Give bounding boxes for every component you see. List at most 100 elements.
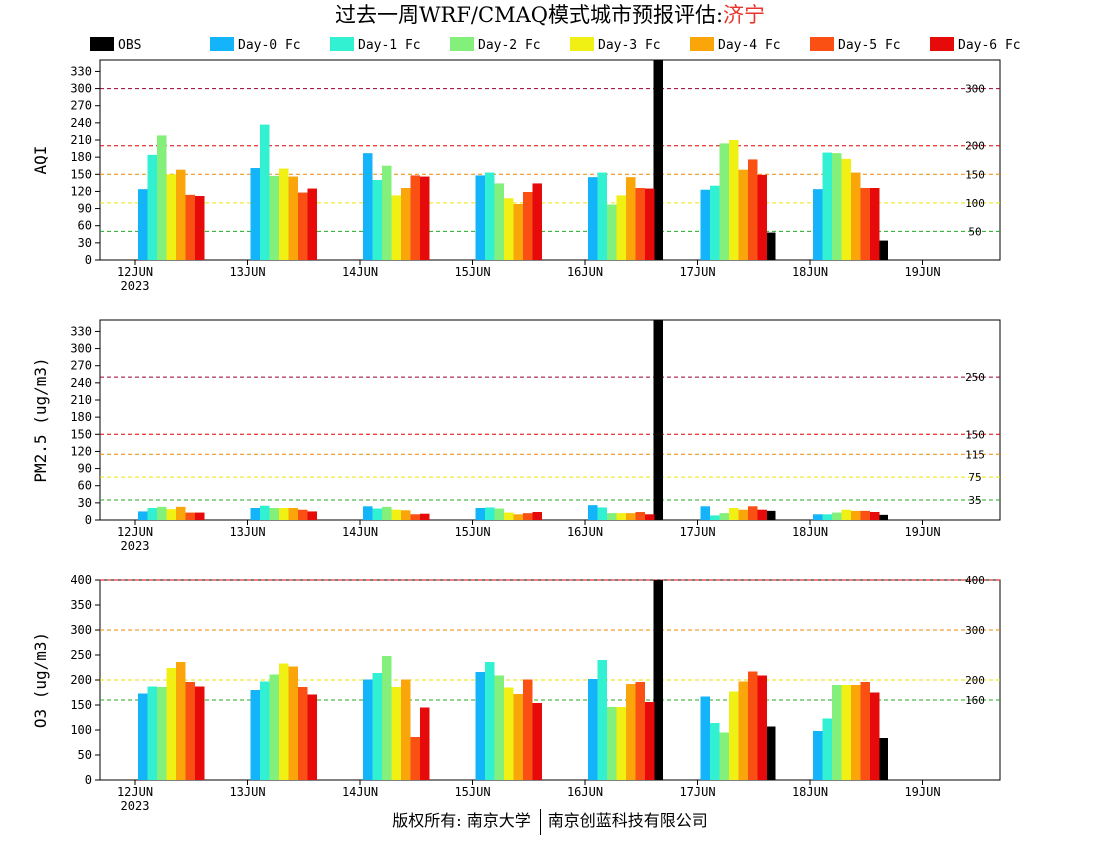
- o3-bar-day-1-fc: [372, 673, 382, 780]
- aqi-bar-day-2-fc: [607, 204, 617, 260]
- pm25-bar-day-2-fc: [719, 513, 729, 520]
- aqi-y-tick-label: 270: [70, 99, 92, 113]
- legend-item-day-0-fc: Day-0 Fc: [210, 37, 301, 53]
- o3-bar-day-4-fc: [176, 662, 186, 780]
- o3-bar-obs: [878, 738, 888, 780]
- pm25-bar-day-0-fc: [588, 505, 598, 520]
- legend-swatch: [570, 37, 594, 51]
- o3-x-tick-label: 15JUN: [454, 785, 490, 799]
- aqi-y-tick-label: 120: [70, 184, 92, 198]
- pm25-bar-day-5-fc: [860, 510, 870, 520]
- pm25-bar-obs: [653, 320, 663, 520]
- aqi-bar-day-2-fc: [832, 153, 842, 260]
- o3-y-tick-label: 400: [70, 573, 92, 587]
- pm25-y-tick-label: 90: [78, 462, 92, 476]
- legend-swatch: [90, 37, 114, 51]
- aqi-y-tick-label: 30: [78, 236, 92, 250]
- o3-bar-day-3-fc: [729, 691, 739, 780]
- copyright-footer: 版权所有: 南京大学 南京创蓝科技有限公司: [0, 808, 1100, 835]
- aqi-x-tick-label: 16JUN: [567, 265, 603, 279]
- pm25-bar-obs: [766, 510, 776, 520]
- aqi-bar-day-5-fc: [185, 194, 195, 260]
- o3-bar-day-4-fc: [401, 679, 411, 780]
- aqi-bar-day-6-fc: [532, 183, 542, 260]
- aqi-y-tick-label: 210: [70, 133, 92, 147]
- aqi-bar-day-0-fc: [588, 177, 598, 260]
- aqi-bar-day-4-fc: [513, 204, 523, 260]
- aqi-x-tick-label: 19JUN: [904, 265, 940, 279]
- pm25-bar-day-4-fc: [851, 510, 861, 520]
- aqi-bar-day-0-fc: [813, 189, 823, 260]
- aqi-y-tick-label: 240: [70, 116, 92, 130]
- aqi-threshold-label: 300: [965, 83, 985, 96]
- aqi-bar-day-6-fc: [645, 188, 655, 260]
- pm25-x-tick-label: 16JUN: [567, 525, 603, 539]
- aqi-bar-day-1-fc: [710, 185, 720, 260]
- legend-swatch: [810, 37, 834, 51]
- o3-panel: 160 200 300 400 0 50 100 150 200 250 300 350 400 12JU…: [31, 573, 1001, 813]
- o3-bar-day-5-fc: [860, 682, 870, 780]
- o3-threshold-label: 300: [965, 624, 985, 637]
- pm25-bar-day-1-fc: [597, 507, 607, 520]
- legend-item-day-1-fc: Day-1 Fc: [330, 37, 421, 53]
- o3-y-tick-label: 350: [70, 598, 92, 612]
- pm25-bar-day-1-fc: [372, 508, 382, 520]
- o3-x-tick-label: 18JUN: [792, 785, 828, 799]
- o3-y-tick-label: 100: [70, 723, 92, 737]
- pm25-bar-day-1-fc: [485, 507, 495, 520]
- aqi-y-tick-label: 330: [70, 64, 92, 78]
- legend-label: Day-2 Fc: [478, 38, 541, 53]
- aqi-threshold-label: 100: [965, 197, 985, 210]
- o3-x-year-label: 2023: [121, 799, 150, 813]
- o3-bar-day-6-fc: [532, 703, 542, 780]
- o3-bar-day-5-fc: [185, 682, 195, 780]
- aqi-y-axis-label: AQI: [31, 146, 50, 175]
- aqi-bar-day-6-fc: [307, 188, 317, 260]
- pm25-bar-day-1-fc: [147, 508, 157, 520]
- o3-bar-day-3-fc: [504, 687, 514, 780]
- aqi-bar-day-1-fc: [147, 154, 157, 260]
- pm25-bar-day-6-fc: [532, 512, 542, 520]
- aqi-x-tick-label: 14JUN: [342, 265, 378, 279]
- aqi-bar-obs: [653, 60, 663, 260]
- pm25-x-tick-label: 19JUN: [904, 525, 940, 539]
- pm25-x-tick-label: 13JUN: [229, 525, 265, 539]
- o3-bar-day-4-fc: [288, 666, 298, 780]
- pm25-threshold-label: 35: [968, 494, 981, 507]
- pm25-bar-day-4-fc: [513, 514, 523, 520]
- o3-bar-day-1-fc: [822, 718, 832, 780]
- pm25-bar-day-3-fc: [279, 508, 289, 520]
- o3-bar-day-0-fc: [588, 679, 598, 780]
- legend: OBS Day-0 Fc Day-1 Fc Day-2 Fc Day-3 Fc Day-4…: [90, 37, 1021, 53]
- o3-y-tick-label: 150: [70, 698, 92, 712]
- aqi-bar-day-4-fc: [176, 169, 186, 260]
- aqi-bar-day-1-fc: [372, 180, 382, 260]
- aqi-bar-day-2-fc: [382, 165, 392, 260]
- aqi-threshold-label: 50: [968, 225, 981, 238]
- o3-bar-day-5-fc: [635, 682, 645, 780]
- pm25-y-tick-label: 0: [85, 513, 92, 527]
- pm25-bar-day-3-fc: [616, 513, 626, 520]
- legend-label: Day-0 Fc: [238, 38, 301, 53]
- o3-bar-day-4-fc: [626, 684, 636, 780]
- pm25-bar-day-2-fc: [832, 512, 842, 520]
- pm25-y-tick-label: 210: [70, 393, 92, 407]
- o3-x-tick-label: 12JUN: [117, 785, 153, 799]
- o3-bar-day-0-fc: [813, 731, 823, 780]
- legend-swatch: [930, 37, 954, 51]
- o3-bar-day-3-fc: [279, 663, 289, 780]
- aqi-bar-day-1-fc: [822, 152, 832, 260]
- o3-bar-day-6-fc: [757, 675, 767, 780]
- pm25-threshold-label: 150: [965, 428, 985, 441]
- legend-label: Day-6 Fc: [958, 38, 1021, 53]
- pm25-x-tick-label: 15JUN: [454, 525, 490, 539]
- aqi-y-tick-label: 300: [70, 82, 92, 96]
- o3-bar-day-6-fc: [195, 686, 205, 780]
- o3-bar-day-6-fc: [870, 692, 880, 780]
- aqi-x-year-label: 2023: [121, 279, 150, 293]
- pm25-y-tick-label: 120: [70, 444, 92, 458]
- pm25-bar-obs: [878, 514, 888, 520]
- pm25-bar-day-4-fc: [738, 509, 748, 520]
- pm25-y-tick-label: 300: [70, 342, 92, 356]
- legend-label: Day-5 Fc: [838, 38, 901, 53]
